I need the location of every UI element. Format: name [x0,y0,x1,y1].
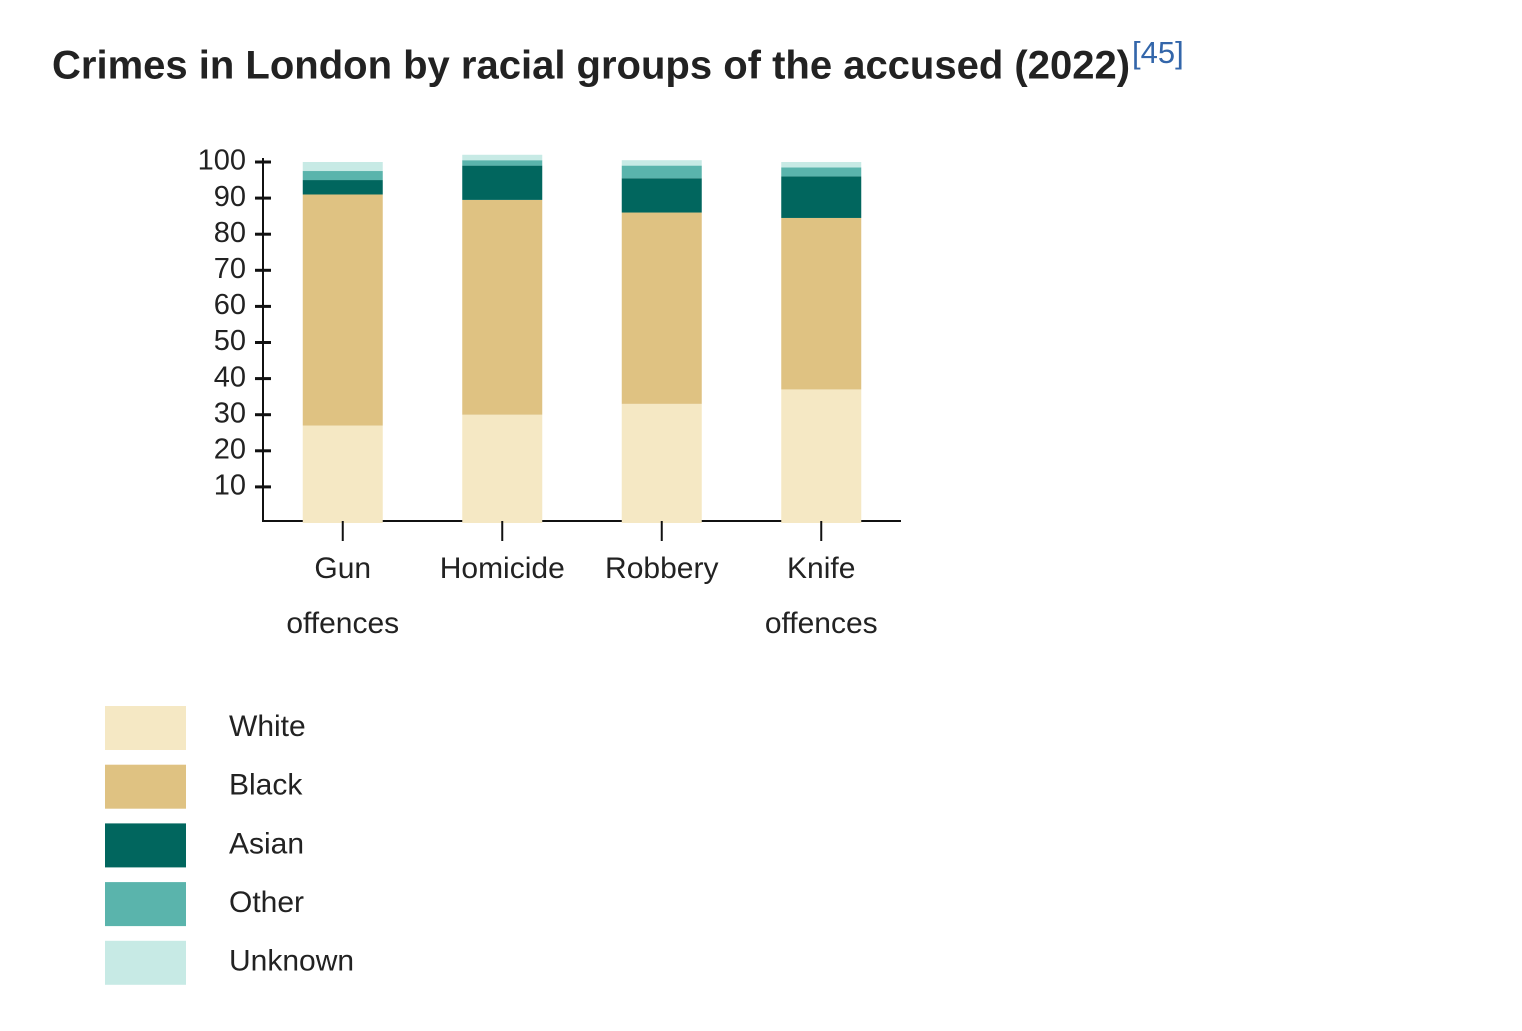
x-tick-label: Gun offences [286,552,400,640]
bar-segment [621,212,702,404]
y-tick-label: 100 [198,145,246,177]
bar-segment [302,180,383,195]
bar-segment [302,425,383,523]
legend-label: Unknown [229,945,354,978]
legend-label: Other [229,886,304,919]
bar-segment [781,162,862,168]
y-tick-label: 10 [214,470,246,502]
y-tick-label: 90 [214,181,246,213]
bar-segment [621,178,702,213]
bar-segment [781,217,862,390]
legend-swatch [105,940,186,985]
bar-segment [462,154,543,161]
bar-segment [621,160,702,166]
bar-segment [302,194,383,426]
bar-segment [302,162,383,172]
bar-segment [621,165,702,179]
y-tick-label: 80 [214,217,246,249]
bar-segment [462,160,543,166]
legend-label: Asian [229,827,304,860]
bar-segment [781,389,862,523]
y-tick-label: 70 [214,253,246,285]
y-tick-label: 60 [214,289,246,321]
bar-segment [781,167,862,177]
legend-swatch [105,882,186,927]
x-tick-label: Knife offences [764,552,878,640]
legend-label: Black [229,769,303,802]
y-tick-label: 30 [214,397,246,429]
chart-title: Crimes in London by racial groups of the… [52,44,1130,88]
bar-segment [462,165,543,200]
bar-segment [462,414,543,523]
x-tick-label: Homicide [439,552,565,585]
bar-segment [302,171,383,181]
y-tick-label: 20 [214,433,246,465]
y-tick-label: 40 [214,361,246,393]
legend-label: White [229,710,306,743]
x-tick-label: Robbery [605,552,719,585]
legend-swatch [105,764,186,809]
bar-segment [462,199,543,415]
title-reference[interactable]: [45] [1132,35,1184,70]
legend-swatch [105,823,186,868]
legend-swatch [105,706,186,750]
y-tick-label: 50 [214,325,246,357]
bar-segment [621,403,702,523]
bar-segment [781,176,862,218]
